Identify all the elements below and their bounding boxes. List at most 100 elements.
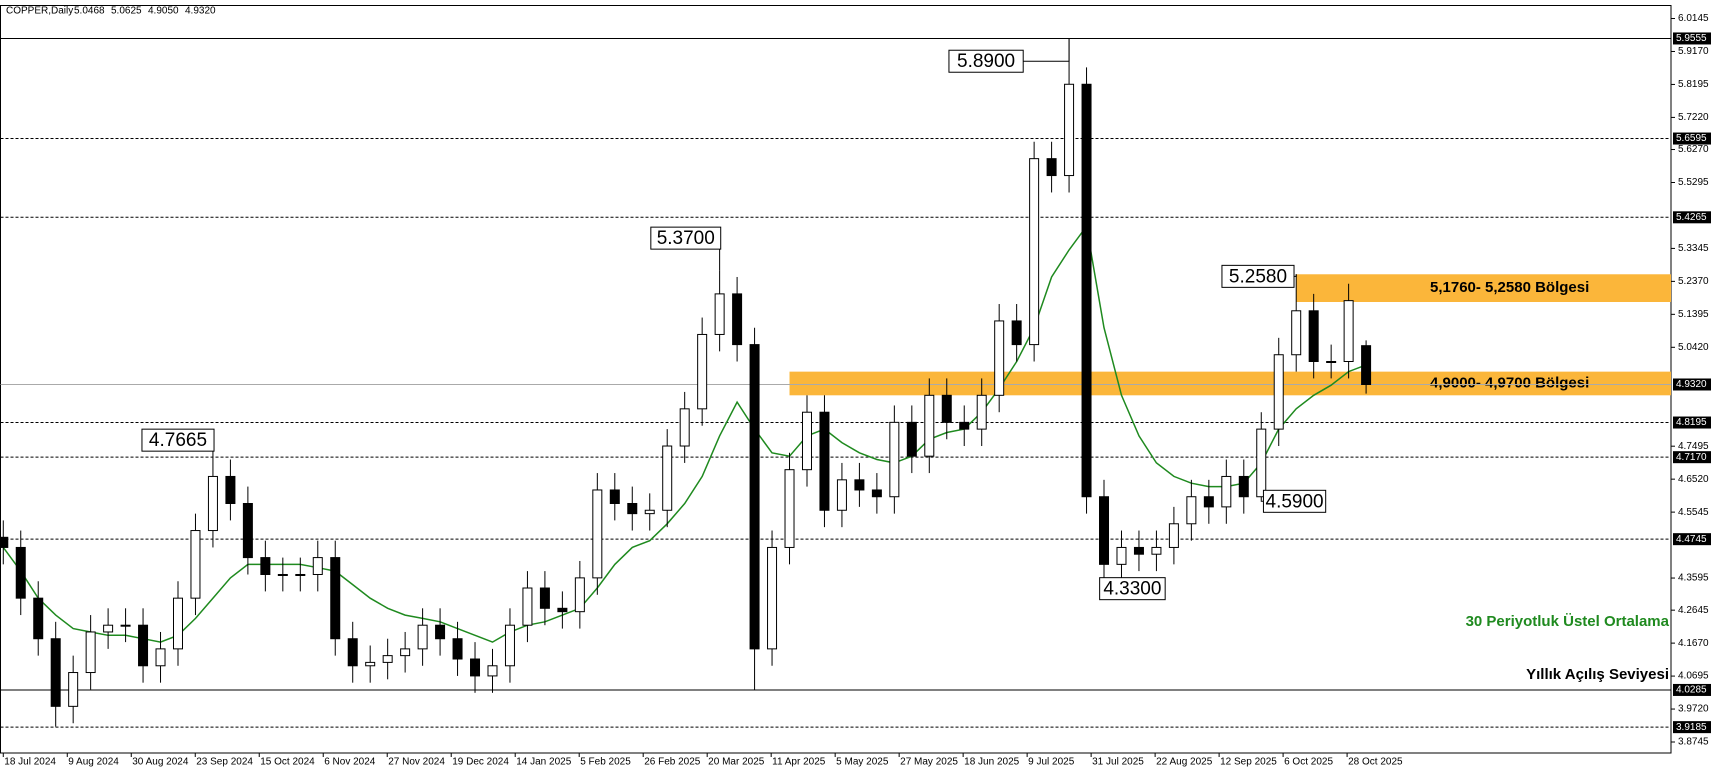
x-tick-label: 11 Apr 2025: [772, 757, 826, 768]
zone: [1296, 274, 1671, 302]
y-tick-label: 5.9170: [1678, 46, 1709, 57]
y-tick-label: 4.1670: [1678, 638, 1709, 649]
x-tick-label: 18 Jun 2025: [964, 757, 1019, 768]
zone: [789, 371, 1671, 396]
annotation-text: 5.8900: [957, 51, 1015, 72]
candle-body: [190, 530, 201, 599]
candle-body: [854, 479, 865, 491]
x-tick-label: 18 Jul 2024: [4, 757, 56, 768]
ema-label: 30 Periyotluk Üstel Ortalama: [1466, 613, 1670, 630]
y-tick-label: 3.9720: [1678, 704, 1709, 715]
y-tick-label: 5.5295: [1678, 177, 1709, 188]
candle-body: [400, 648, 411, 657]
candle-body: [85, 631, 96, 674]
x-tick-label: 23 Sep 2024: [196, 757, 253, 768]
x-tick-label: 27 Nov 2024: [388, 757, 445, 768]
candle-body: [225, 475, 236, 504]
header-ohlc: 5.0468: [74, 6, 105, 17]
x-tick-label: 5 Feb 2025: [580, 757, 631, 768]
annotation-connector: [1294, 274, 1297, 277]
level-label: 4.0285: [1676, 685, 1707, 696]
candle-body: [836, 479, 847, 511]
y-tick-label: 4.6520: [1678, 474, 1709, 485]
annotation-box: [948, 49, 1024, 73]
candle-body: [1326, 361, 1337, 364]
x-tick-label: 9 Jul 2025: [1028, 757, 1075, 768]
annotation-box: [141, 428, 215, 452]
candle-body: [0, 536, 9, 548]
candle-body: [976, 394, 987, 430]
zone-label: 5,1760- 5,2580 Bölgesi: [1430, 279, 1589, 296]
candle-body: [871, 489, 882, 498]
candle-body: [784, 469, 795, 548]
candle-body: [172, 597, 183, 650]
candle-body: [1151, 546, 1162, 555]
candle-body: [207, 475, 218, 532]
candle-body: [1011, 320, 1022, 346]
candle-body: [504, 624, 515, 667]
candle-body: [609, 489, 620, 504]
candle-body: [330, 557, 341, 640]
x-tick-label: 6 Oct 2025: [1284, 757, 1333, 768]
y-tick-label: 4.5545: [1678, 507, 1709, 518]
level-box: [1673, 378, 1711, 391]
candle-body: [120, 624, 131, 627]
annotation-box: [1262, 489, 1327, 513]
candle-body: [68, 672, 79, 707]
level-label: 5.9555: [1676, 33, 1707, 44]
candle-body: [1221, 475, 1232, 508]
level-box: [1673, 683, 1711, 696]
y-tick-label: 5.0420: [1678, 342, 1709, 353]
candle-body: [312, 557, 323, 575]
candle-body: [1081, 83, 1092, 498]
candle-body: [557, 607, 568, 613]
annotation-box: [1221, 264, 1295, 288]
candle-body: [50, 638, 61, 707]
level-box: [1673, 132, 1711, 145]
x-tick-label: 20 Mar 2025: [708, 757, 765, 768]
candle-body: [732, 293, 743, 346]
x-tick-label: 14 Jan 2025: [516, 757, 571, 768]
candle-body: [574, 577, 585, 613]
annotation-text: 4.7665: [149, 430, 207, 451]
header-ohlc: 4.9320: [185, 6, 216, 17]
x-tick-label: 19 Dec 2024: [452, 757, 509, 768]
level-box: [1673, 211, 1711, 224]
x-tick-label: 27 May 2025: [900, 757, 958, 768]
x-tick-label: 5 May 2025: [836, 757, 889, 768]
candle-body: [539, 587, 550, 609]
y-tick-label: 5.3345: [1678, 243, 1709, 254]
candle-body: [959, 421, 970, 430]
candle-body: [767, 546, 778, 650]
x-tick-label: 28 Oct 2025: [1348, 757, 1403, 768]
x-tick-label: 12 Sep 2025: [1220, 757, 1277, 768]
candle-body: [1273, 354, 1284, 430]
candle-body: [801, 411, 812, 471]
annotation-box: [650, 226, 722, 250]
candle-body: [138, 624, 149, 667]
header-ohlc: 5.0625: [111, 6, 142, 17]
x-tick-label: 22 Aug 2025: [1156, 757, 1213, 768]
zone-label: 4,9000- 4,9700 Bölgesi: [1430, 374, 1589, 391]
candle-body: [1343, 300, 1354, 363]
candle-body: [697, 333, 708, 410]
candle-body: [435, 624, 446, 640]
y-tick-label: 4.3595: [1678, 573, 1709, 584]
candle-body: [277, 573, 288, 576]
level-box: [1673, 32, 1711, 45]
candle-body: [1064, 83, 1075, 177]
candle-body: [924, 394, 935, 457]
level-label: 5.4265: [1676, 212, 1707, 223]
candle-body: [295, 573, 306, 576]
candle-body: [260, 557, 271, 575]
y-tick-label: 4.2645: [1678, 605, 1709, 616]
annotation-text: 4.5900: [1266, 491, 1324, 512]
level-label: 4.4745: [1676, 534, 1707, 545]
candle-body: [679, 408, 690, 447]
candle-body: [1046, 158, 1057, 177]
candle-body: [662, 445, 673, 511]
y-tick-label: 3.8745: [1678, 737, 1709, 748]
x-tick-label: 15 Oct 2024: [260, 757, 315, 768]
y-tick-label: 5.6270: [1678, 144, 1709, 155]
